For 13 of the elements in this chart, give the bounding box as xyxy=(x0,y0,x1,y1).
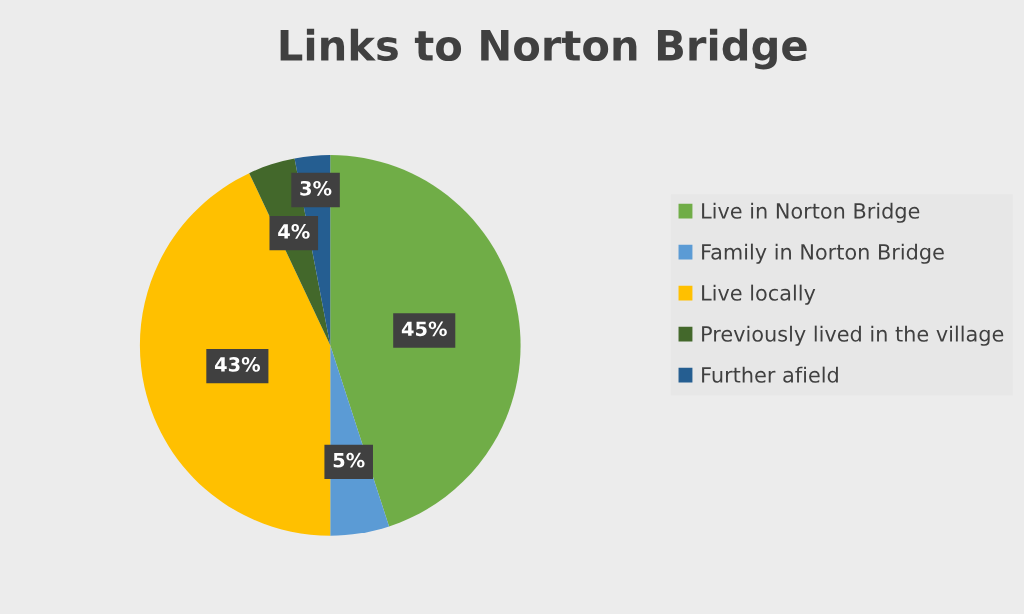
legend-label: Live in Norton Bridge xyxy=(702,202,920,223)
data-label: 43% xyxy=(214,357,261,372)
legend-label: Further afield xyxy=(702,366,838,383)
legend-label: Live locally xyxy=(702,284,816,305)
legend-label: Previously lived in the village xyxy=(702,325,1004,346)
data-label: 3% xyxy=(300,180,332,196)
pie-slice xyxy=(330,155,521,527)
data-label: 45% xyxy=(401,321,447,337)
chart-title: Links to Norton Bridge xyxy=(280,28,807,70)
data-label: 4% xyxy=(278,224,310,239)
legend-label: Family in Norton Bridge xyxy=(702,243,944,264)
data-label: 5% xyxy=(333,452,365,468)
pie-slice xyxy=(139,173,331,536)
